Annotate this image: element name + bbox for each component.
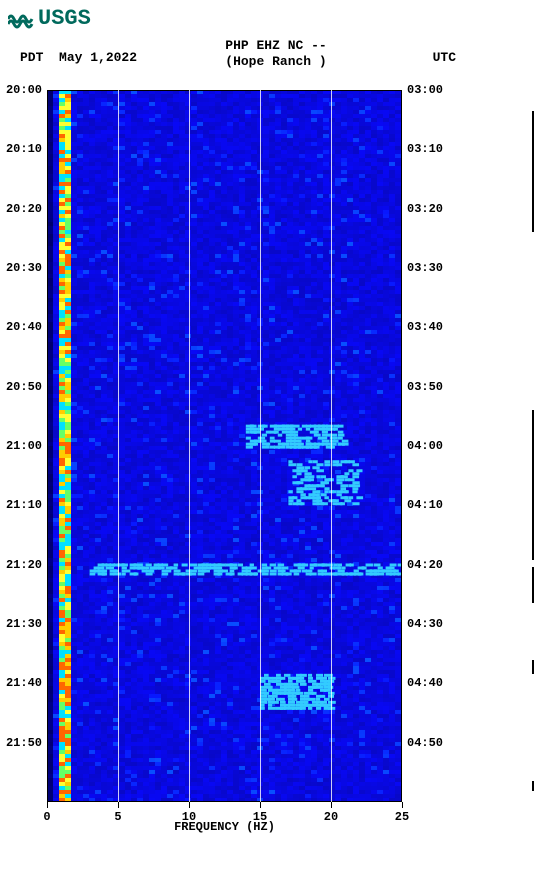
y-right-tick: 03:30 [407,261,443,275]
y-right-tick: 03:50 [407,380,443,394]
gridline [189,90,190,802]
y-left-tick: 21:40 [6,676,42,690]
spectrogram-chart: 20:0020:1020:2020:3020:4020:5021:0021:10… [47,90,402,802]
y-left-tick: 20:20 [6,202,42,216]
x-tick-mark [47,802,48,808]
y-right-tick: 03:00 [407,83,443,97]
y-right-tick: 04:10 [407,498,443,512]
spectrogram-canvas [47,90,402,802]
y-left-tick: 20:40 [6,320,42,334]
y-left-tick: 20:30 [6,261,42,275]
gridline [118,90,119,802]
y-right-tick: 03:40 [407,320,443,334]
y-right-tick: 04:00 [407,439,443,453]
y-left-tick: 21:20 [6,558,42,572]
x-axis-title: FREQUENCY (HZ) [47,820,402,834]
y-left-tick: 21:10 [6,498,42,512]
wave-icon [8,9,34,29]
logo-text: USGS [38,6,91,31]
colorbar-segment [532,111,534,232]
x-tick-mark [402,802,403,808]
colorbar-segment [532,410,534,560]
y-left-tick: 21:30 [6,617,42,631]
gridline [260,90,261,802]
y-right-tick: 04:30 [407,617,443,631]
y-left-tick: 21:50 [6,736,42,750]
x-tick-mark [118,802,119,808]
y-left-tick: 20:50 [6,380,42,394]
y-right-tick: 04:50 [407,736,443,750]
colorbar-segment [532,567,534,603]
y-right-tick: 03:20 [407,202,443,216]
y-right-tick: 04:20 [407,558,443,572]
y-right-tick: 04:40 [407,676,443,690]
gridline [331,90,332,802]
timezone-left: PDT May 1,2022 [20,50,137,65]
y-right-tick: 03:10 [407,142,443,156]
colorbar-segment [532,660,534,674]
timezone-right: UTC [433,50,456,65]
y-left-tick: 20:00 [6,83,42,97]
colorbar-segment [532,781,534,792]
usgs-logo: USGS [8,6,91,31]
y-left-tick: 20:10 [6,142,42,156]
x-tick-mark [189,802,190,808]
x-tick-mark [260,802,261,808]
y-left-tick: 21:00 [6,439,42,453]
x-tick-mark [331,802,332,808]
